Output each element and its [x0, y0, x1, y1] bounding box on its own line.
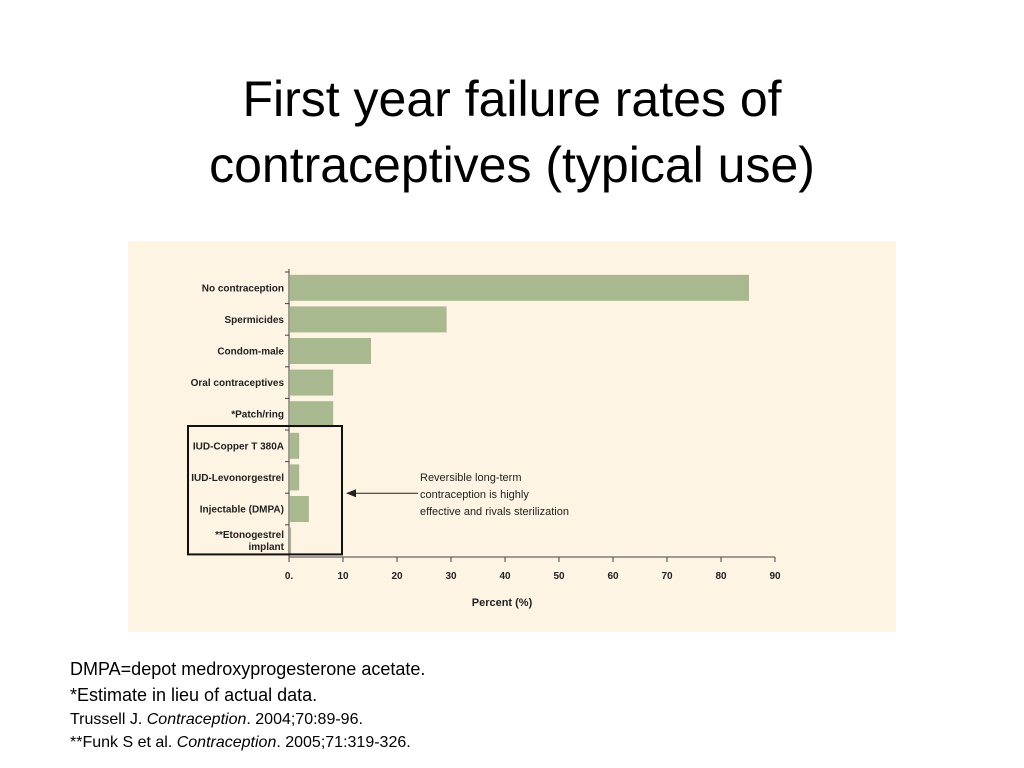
footnote-estimate: *Estimate in lieu of actual data. — [70, 685, 318, 705]
category-label-condom-male: Condom-male — [217, 347, 284, 358]
x-tick-label-5: 50 — [553, 571, 565, 582]
x-tick-label-3: 30 — [445, 571, 457, 582]
bar-oral-contraceptives — [290, 369, 334, 396]
annotation-line-1: Reversible long-term — [420, 472, 521, 484]
slide-title: First year failure rates of contraceptiv… — [0, 66, 1024, 198]
chart-panel: No contraception Spermicides Condom-male Or… — [128, 241, 896, 632]
slide-title-line-1: First year failure rates of — [242, 71, 782, 127]
x-tick-label-8: 80 — [715, 571, 727, 582]
footnote-funk: **Funk S et al. Contraception. 2005;71:3… — [70, 731, 970, 754]
category-label-etonogestrel-implant: **Etonogestrel implant — [215, 530, 285, 553]
x-tick-label-7: 70 — [661, 571, 673, 582]
x-tick-label-6: 60 — [607, 571, 619, 582]
x-tick-label-2: 20 — [391, 571, 403, 582]
category-label-iud-copper-t-380a: IUD-Copper T 380A — [193, 441, 284, 452]
footnote-funk-author: **Funk S et al. — [70, 734, 177, 751]
footnote-funk-citation: . 2005;71:319-326. — [276, 734, 411, 751]
footnote-funk-journal: Contraception — [176, 734, 277, 751]
x-axis-title: Percent (%) — [472, 597, 533, 609]
footnote-trussell-journal: Contraception — [146, 711, 247, 728]
footnote-trussell-author: Trussell J. — [70, 711, 147, 728]
category-label-spermicides: Spermicides — [225, 315, 285, 326]
annotation-line-3: effective and rivals sterilization — [420, 506, 569, 518]
footnote-dmpa: DMPA=depot medroxyprogesterone acetate. — [70, 659, 426, 679]
x-tick-label-4: 40 — [499, 571, 511, 582]
annotation-line-2: contraception is highly — [420, 489, 529, 501]
footnote-trussell-citation: . 2004;70:89-96. — [246, 711, 363, 728]
slide-title-line-2: contraceptives (typical use) — [209, 137, 815, 193]
bar-patch-ring — [290, 401, 334, 428]
category-label-no-contraception: No contraception — [202, 283, 284, 294]
x-tick-label-1: 10 — [337, 571, 349, 582]
category-label-injectable-dmpa: Injectable (DMPA) — [200, 505, 284, 516]
bar-spermicides — [290, 306, 447, 333]
footnotes: DMPA=depot medroxyprogesterone acetate. … — [70, 656, 970, 754]
bar-no-contraception — [290, 274, 749, 301]
annotation-arrow-head — [346, 489, 356, 498]
x-tick-label-0: 0. — [285, 571, 294, 582]
category-label-oral-contraceptives: Oral contraceptives — [191, 378, 285, 389]
failure-rate-bar-chart: No contraception Spermicides Condom-male Or… — [187, 269, 781, 609]
bar-injectable-dmpa — [290, 496, 309, 522]
bar-iud-copper-t-380a — [290, 432, 300, 459]
category-label-patch-ring: *Patch/ring — [231, 410, 284, 421]
bar-iud-levonorgestrel — [290, 464, 300, 491]
bar-etonogestrel-implant — [290, 527, 292, 554]
category-label-iud-levonorgestrel: IUD-Levonorgestrel — [191, 473, 284, 484]
x-tick-label-9: 90 — [769, 571, 781, 582]
footnote-trussell: Trussell J. Contraception. 2004;70:89-96… — [70, 708, 970, 731]
larc-highlight-box — [187, 425, 343, 556]
bar-condom-male — [290, 338, 371, 364]
